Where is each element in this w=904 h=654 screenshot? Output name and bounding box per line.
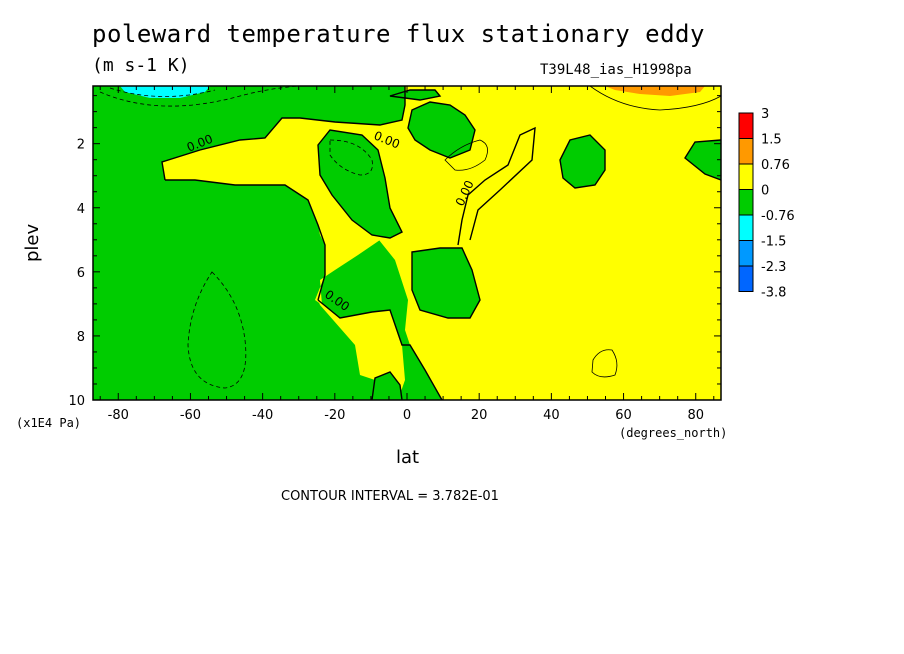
contour-line-negative [109,87,216,97]
x-tick-label: 80 [687,408,704,423]
y-tick-label: 8 [77,330,85,345]
zero-contour-line [407,101,476,159]
negative-island-3 [685,140,721,180]
x-axis-label: lat [396,447,420,468]
zero-contours [161,86,721,400]
contour-fill [93,86,721,400]
colorbar-label: 0 [761,184,769,199]
y-axis-unit: (x1E4 Pa) [16,416,82,430]
x-tick-label: -80 [108,408,129,423]
colorbar-label: 1.5 [761,133,782,148]
colorbar-swatch [738,112,754,139]
y-tick-label: 6 [77,266,85,281]
colorbar-label: -0.76 [761,209,795,224]
zero-contour-line [684,139,721,181]
x-tick-label: 20 [471,408,488,423]
zero-contour-line [457,126,536,246]
y-tick-label: 4 [77,202,85,217]
zero-contour-line [371,371,403,400]
x-tick-label: -60 [180,408,201,423]
x-tick-label: 60 [615,408,632,423]
colorbar-swatch [738,138,754,165]
chart-title: poleward temperature flux stationary edd… [92,20,705,48]
x-tick-label: -20 [324,408,345,423]
negative-island-1 [408,102,475,158]
zero-contour-line [317,299,443,400]
colorbar-swatch [738,189,754,216]
colorbar-swatch [738,240,754,267]
contour-line-positive [589,86,721,111]
x-tick-label: 0 [403,408,411,423]
y-tick-label: 2 [77,138,85,153]
strong-positive-region [605,86,705,96]
y-tick-label: 10 [68,394,85,409]
contour-line-positive [444,139,488,171]
negative-island-5 [318,130,402,238]
colorbar-label: -2.3 [761,260,786,275]
run-id: T39L48_ias_H1998pa [540,62,692,78]
contour-line-negative [329,139,373,176]
zero-contour-line [317,129,403,239]
colorbar-label: -1.5 [761,235,786,250]
negative-island-2 [560,135,605,188]
zero-contour-line [165,179,326,301]
contour-line-positive [591,349,618,378]
x-axis-unit: (degrees_north) [619,426,728,440]
colorbar-swatch [738,214,754,241]
colorbar-label: 3 [761,107,769,122]
negative-island-6 [372,372,402,400]
x-tick-label: -40 [252,408,273,423]
x-tick-label: 40 [543,408,560,423]
axes: -80 -60 -40 -20 0 20 40 60 80 2 4 6 8 10 [68,86,721,423]
colorbar-label: 0.76 [761,158,790,173]
zero-contour-line [161,86,406,181]
zero-contour-line [559,134,606,189]
contour-interval: CONTOUR INTERVAL = 3.782E-01 [281,489,499,504]
colorbar: 3 1.5 0.76 0 -0.76 -1.5 -2.3 -3.8 [738,107,795,301]
colorbar-swatch [738,163,754,190]
contour-line-negative [187,271,247,389]
chart-units: (m s-1 K) [92,55,190,76]
colorbar-swatch [738,265,754,292]
colorbar-label: -3.8 [761,286,786,301]
negative-island-4 [412,248,480,318]
zero-contour-line [411,247,481,319]
